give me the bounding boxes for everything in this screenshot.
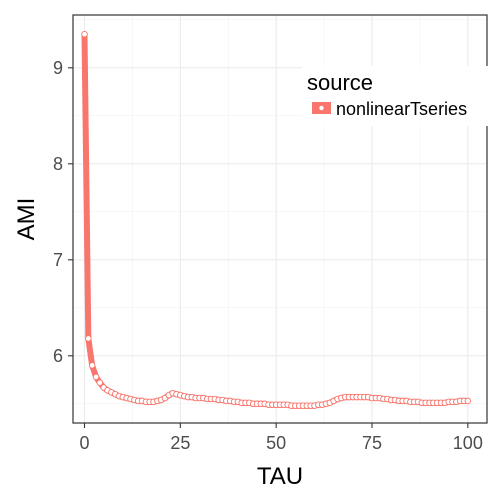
legend-background [302, 66, 500, 126]
y-tick-label: 8 [53, 154, 63, 174]
data-points [81, 30, 472, 409]
y-tick-label: 9 [53, 58, 63, 78]
panel-border [72, 14, 488, 424]
data-point [81, 30, 88, 38]
legend-title: source [307, 70, 373, 95]
x-tick-label: 25 [170, 433, 190, 453]
data-point [96, 379, 104, 386]
x-tick-label: 100 [453, 433, 483, 453]
legend-label: nonlinearTseries [336, 99, 467, 119]
x-axis-title: TAU [257, 463, 303, 490]
x-tick-label: 0 [79, 433, 89, 453]
data-point [85, 335, 92, 342]
y-axis: 6 7 8 9 [53, 58, 73, 366]
y-tick-label: 6 [53, 346, 63, 366]
y-tick-label: 7 [53, 250, 63, 270]
data-point [92, 373, 100, 381]
y-axis-title: AMI [13, 198, 40, 241]
legend-key-point [318, 105, 325, 112]
x-tick-label: 50 [266, 433, 286, 453]
data-point [88, 362, 96, 369]
data-point [464, 397, 472, 405]
x-tick-label: 75 [362, 433, 382, 453]
x-axis: 0 25 50 75 100 [79, 423, 483, 453]
legend: source nonlinearTseries [302, 66, 500, 126]
